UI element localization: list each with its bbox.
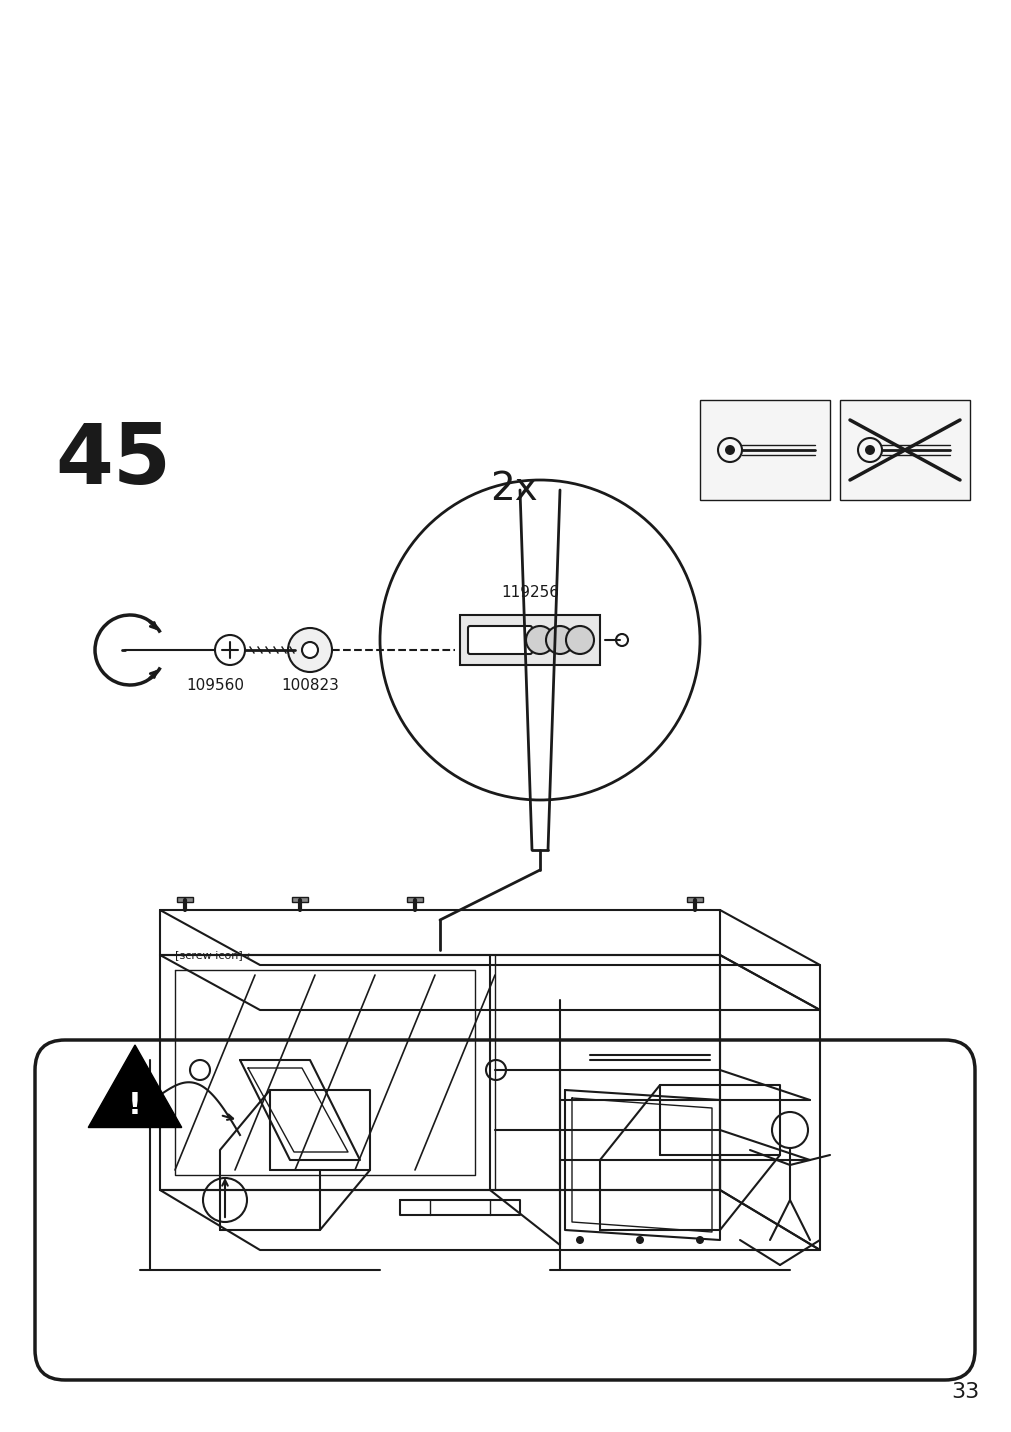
Text: 109560: 109560 (186, 677, 244, 693)
Text: !: ! (128, 1091, 142, 1120)
Circle shape (565, 626, 593, 654)
Circle shape (546, 626, 573, 654)
Polygon shape (88, 1045, 182, 1127)
Bar (406, 896, 423, 902)
Circle shape (864, 445, 875, 455)
Circle shape (724, 445, 734, 455)
Bar (460, 614, 600, 664)
Circle shape (635, 1236, 643, 1244)
Bar (700, 400, 829, 500)
Circle shape (526, 626, 553, 654)
Bar (177, 896, 193, 902)
Bar (686, 896, 703, 902)
Circle shape (696, 1236, 704, 1244)
Text: 45: 45 (55, 420, 171, 501)
Circle shape (379, 480, 700, 800)
FancyBboxPatch shape (35, 1040, 974, 1380)
Circle shape (288, 629, 332, 672)
Circle shape (301, 642, 317, 657)
Bar (292, 896, 307, 902)
Text: 119256: 119256 (500, 586, 558, 600)
Text: 2x: 2x (489, 470, 537, 508)
Bar (839, 400, 969, 500)
FancyBboxPatch shape (467, 626, 532, 654)
Circle shape (575, 1236, 583, 1244)
Text: 100823: 100823 (281, 677, 339, 693)
Text: 33: 33 (950, 1382, 979, 1402)
Text: [screw icon] ←: [screw icon] ← (175, 949, 256, 959)
